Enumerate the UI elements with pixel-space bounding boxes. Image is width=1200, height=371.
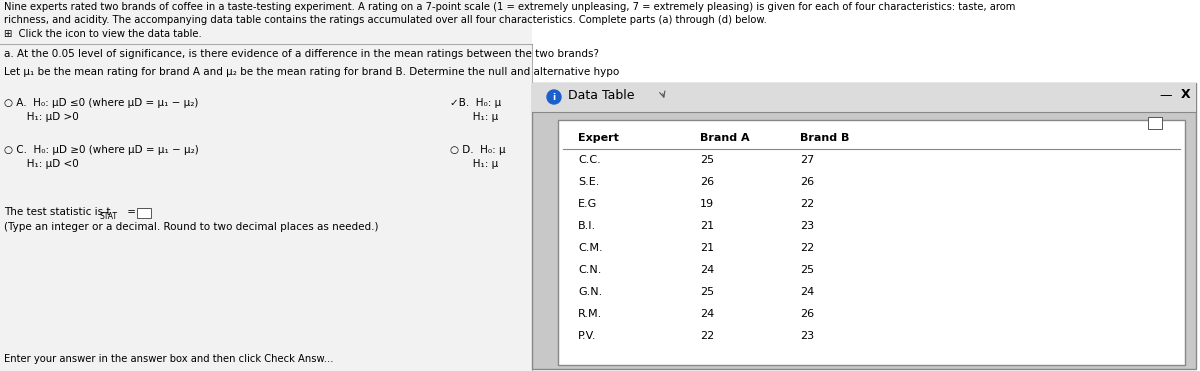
- Text: Data Table: Data Table: [568, 89, 635, 102]
- Text: i: i: [552, 93, 556, 102]
- Text: (Type an integer or a decimal. Round to two decimal places as needed.): (Type an integer or a decimal. Round to …: [4, 222, 378, 232]
- Text: STAT: STAT: [100, 212, 118, 221]
- Text: Expert: Expert: [578, 133, 619, 143]
- Bar: [532, 83, 1196, 112]
- Text: B.I.: B.I.: [578, 221, 596, 231]
- Text: 21: 21: [700, 243, 714, 253]
- Text: 26: 26: [700, 177, 714, 187]
- Text: 24: 24: [800, 287, 815, 297]
- Bar: [1148, 117, 1162, 129]
- Bar: [558, 120, 1186, 365]
- Text: S.E.: S.E.: [578, 177, 599, 187]
- Text: —: —: [1159, 89, 1172, 102]
- Text: 21: 21: [700, 221, 714, 231]
- Text: H₁: μ: H₁: μ: [450, 112, 498, 122]
- Text: 22: 22: [700, 331, 714, 341]
- Text: 25: 25: [700, 155, 714, 165]
- Text: The test statistic is t: The test statistic is t: [4, 207, 110, 217]
- Text: richness, and acidity. The accompanying data table contains the ratings accumula: richness, and acidity. The accompanying …: [4, 15, 767, 25]
- Circle shape: [547, 90, 562, 104]
- Text: 24: 24: [700, 265, 714, 275]
- Text: R.M.: R.M.: [578, 309, 602, 319]
- Text: G.N.: G.N.: [578, 287, 602, 297]
- Text: H₁: μD <0: H₁: μD <0: [4, 159, 79, 169]
- Text: 25: 25: [700, 287, 714, 297]
- Text: Nine experts rated two brands of coffee in a taste-testing experiment. A rating : Nine experts rated two brands of coffee …: [4, 2, 1015, 12]
- Text: C.M.: C.M.: [578, 243, 602, 253]
- Text: 23: 23: [800, 221, 814, 231]
- Text: 24: 24: [700, 309, 714, 319]
- Text: Let μ₁ be the mean rating for brand A and μ₂ be the mean rating for brand B. Det: Let μ₁ be the mean rating for brand A an…: [4, 67, 619, 77]
- Text: H₁: μD >0: H₁: μD >0: [4, 112, 79, 122]
- Text: 26: 26: [800, 309, 814, 319]
- Text: ✓B.  H₀: μ: ✓B. H₀: μ: [450, 98, 502, 108]
- Text: ⊞  Click the icon to view the data table.: ⊞ Click the icon to view the data table.: [4, 29, 202, 39]
- Text: P.V.: P.V.: [578, 331, 596, 341]
- Text: 19: 19: [700, 199, 714, 209]
- Text: 22: 22: [800, 199, 815, 209]
- Text: ○ A.  H₀: μD ≤0 (where μD = μ₁ − μ₂): ○ A. H₀: μD ≤0 (where μD = μ₁ − μ₂): [4, 98, 198, 108]
- Text: C.C.: C.C.: [578, 155, 601, 165]
- Text: a. At the 0.05 level of significance, is there evidence of a difference in the m: a. At the 0.05 level of significance, is…: [4, 49, 599, 59]
- Text: X: X: [1181, 88, 1190, 101]
- Text: ○ C.  H₀: μD ≥0 (where μD = μ₁ − μ₂): ○ C. H₀: μD ≥0 (where μD = μ₁ − μ₂): [4, 145, 199, 155]
- Text: = □.: = □.: [124, 207, 152, 217]
- Text: 27: 27: [800, 155, 815, 165]
- Bar: [137, 208, 151, 218]
- Text: H₁: μ: H₁: μ: [450, 159, 498, 169]
- Text: 25: 25: [800, 265, 814, 275]
- Text: 23: 23: [800, 331, 814, 341]
- Text: 22: 22: [800, 243, 815, 253]
- Text: Brand B: Brand B: [800, 133, 850, 143]
- Bar: [532, 83, 1196, 369]
- Text: E.G: E.G: [578, 199, 598, 209]
- Bar: [0, 0, 532, 371]
- Text: ○ D.  H₀: μ: ○ D. H₀: μ: [450, 145, 505, 155]
- Text: C.N.: C.N.: [578, 265, 601, 275]
- Text: 26: 26: [800, 177, 814, 187]
- Text: Brand A: Brand A: [700, 133, 750, 143]
- Text: Enter your answer in the answer box and then click Check Answ...: Enter your answer in the answer box and …: [4, 354, 334, 364]
